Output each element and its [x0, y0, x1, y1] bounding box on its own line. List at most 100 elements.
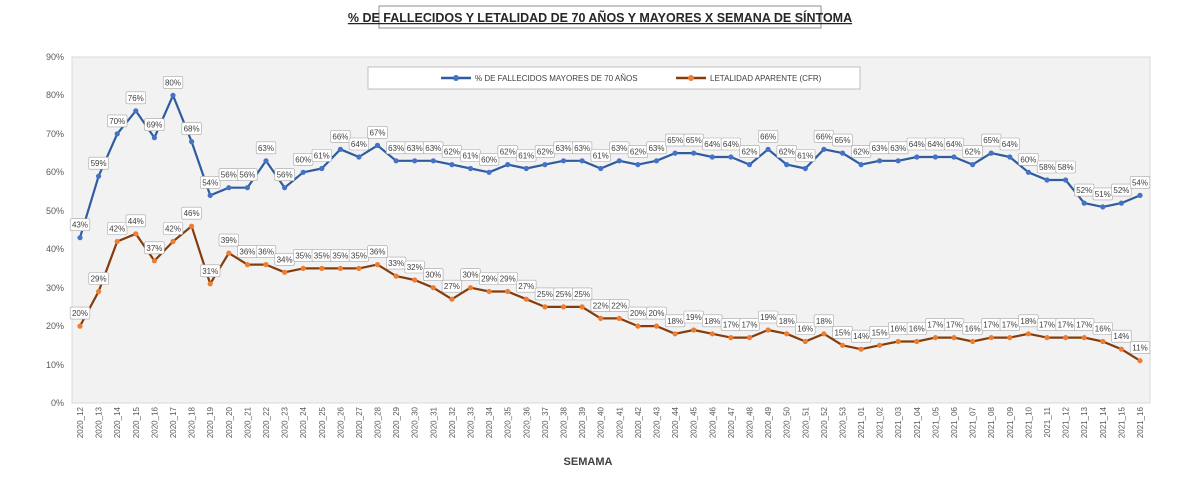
x-tick-label: 2020_22	[262, 406, 271, 438]
data-label: 63%	[555, 144, 571, 153]
data-point	[932, 154, 939, 160]
data-point	[542, 162, 548, 168]
data-point	[393, 158, 399, 164]
data-label-box	[813, 314, 834, 328]
data-point	[970, 338, 976, 345]
data-point	[672, 331, 678, 337]
data-label: 33%	[388, 259, 404, 268]
x-tick-label: 2020_16	[150, 406, 159, 438]
x-tick-label: 2020_39	[578, 406, 587, 438]
x-tick-label: 2020_51	[801, 406, 810, 438]
data-label: 65%	[983, 136, 999, 145]
legend-box	[367, 66, 861, 90]
data-label-box	[646, 141, 667, 155]
data-label: 32%	[407, 263, 423, 272]
data-label-box	[88, 272, 109, 285]
y-tick-label: 40%	[46, 244, 64, 254]
data-label: 35%	[314, 251, 330, 260]
data-label-box	[739, 145, 760, 158]
data-label: 31%	[202, 267, 218, 276]
data-label: 30%	[462, 271, 478, 280]
data-label: 17%	[1002, 321, 1018, 330]
data-point	[784, 331, 790, 337]
data-point	[653, 158, 660, 164]
series-line-2	[79, 225, 1141, 362]
data-label-box	[367, 245, 388, 258]
data-label-box	[311, 149, 332, 162]
data-point	[895, 338, 901, 345]
x-tick-label: 2020_52	[820, 406, 829, 438]
x-tick-label: 2020_20	[225, 406, 234, 438]
data-label-box	[571, 141, 593, 155]
x-tick-label: 2021_12	[1062, 406, 1071, 438]
data-label: 16%	[965, 325, 981, 334]
data-label: 56%	[221, 171, 237, 180]
x-tick-label: 2020_31	[429, 406, 438, 438]
x-tick-label: 2020_12	[76, 406, 85, 438]
data-label: 18%	[1020, 317, 1036, 326]
y-axis: 0% 10% 20% 30% 40% 50% 60% 70% 80% 90%	[46, 52, 64, 408]
x-tick-label: 2021_02	[876, 406, 885, 438]
data-point	[282, 185, 288, 191]
x-tick-label: 2020_35	[504, 406, 513, 438]
data-point	[1100, 204, 1106, 210]
data-point	[1044, 335, 1050, 341]
data-label: 35%	[332, 251, 348, 260]
data-label: 61%	[797, 152, 813, 161]
data-label: 63%	[890, 144, 906, 153]
data-point	[1044, 177, 1050, 183]
data-label: 16%	[909, 325, 925, 334]
data-point	[189, 139, 195, 145]
x-tick-label: 2020_18	[188, 406, 197, 438]
data-label: 42%	[109, 225, 125, 234]
data-point	[914, 154, 920, 160]
data-point	[207, 192, 213, 198]
x-tick-label: 2020_47	[727, 406, 736, 438]
data-point	[616, 315, 622, 321]
x-axis: 2020_12 2020_13 2020_14 2020_15 2020_16 2020_…	[76, 406, 1145, 438]
data-point	[821, 146, 827, 152]
data-point	[356, 154, 362, 160]
data-label-box	[144, 118, 165, 131]
data-label: 18%	[779, 317, 795, 326]
data-point	[523, 165, 529, 172]
data-point	[486, 288, 492, 295]
x-tick-label: 2020_13	[95, 406, 104, 438]
x-tick-label: 2020_19	[206, 406, 215, 438]
data-label-box	[69, 306, 91, 320]
data-label-box	[1092, 322, 1113, 335]
data-label-box	[107, 222, 128, 235]
data-label-box	[88, 156, 109, 170]
x-tick-label: 2020_26	[336, 406, 345, 438]
data-point	[77, 235, 83, 241]
data-point	[988, 150, 994, 156]
data-label: 39%	[221, 236, 237, 245]
data-label: 63%	[425, 144, 441, 153]
x-tick-label: 2020_28	[374, 406, 383, 438]
data-point	[802, 338, 808, 345]
data-label: 27%	[444, 282, 460, 291]
data-point	[616, 158, 622, 164]
x-tick-label: 2020_45	[690, 406, 699, 438]
data-label-box	[144, 241, 165, 255]
data-label: 34%	[277, 255, 293, 264]
data-label: 65%	[667, 136, 683, 145]
data-label: 58%	[1058, 163, 1074, 172]
x-tick-label: 2020_24	[299, 406, 308, 438]
data-point	[691, 327, 697, 333]
data-label: 64%	[723, 140, 739, 149]
data-label-box	[571, 287, 593, 301]
data-point	[1118, 200, 1124, 206]
data-point	[170, 238, 176, 245]
data-label: 69%	[146, 121, 162, 130]
data-label: 17%	[1058, 321, 1074, 330]
data-point	[151, 135, 157, 141]
x-tick-label: 2020_44	[671, 406, 680, 438]
data-label: 42%	[165, 225, 181, 234]
data-label: 46%	[184, 209, 200, 218]
data-label-box	[404, 260, 425, 274]
data-point	[300, 265, 306, 271]
data-point	[1118, 346, 1124, 352]
data-label: 20%	[630, 309, 646, 318]
data-label: 17%	[927, 321, 943, 330]
